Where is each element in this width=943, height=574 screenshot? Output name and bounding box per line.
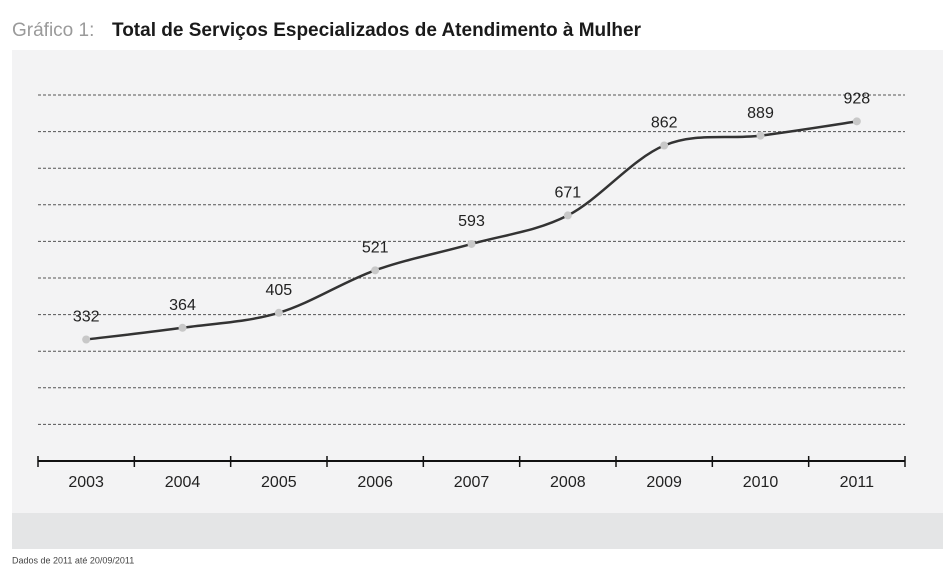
x-tick-label: 2007 [454, 474, 490, 491]
data-label: 521 [362, 240, 389, 257]
point [178, 323, 187, 332]
x-tick-label: 2009 [646, 474, 682, 491]
panel-footer [12, 513, 943, 549]
data-label: 928 [843, 91, 870, 108]
data-label: 889 [747, 105, 774, 122]
point [467, 239, 476, 248]
title-prefix: Gráfico 1: [12, 20, 94, 41]
x-tick-label: 2010 [743, 474, 779, 491]
x-tick-label: 2011 [840, 474, 875, 491]
data-label: 405 [265, 282, 292, 299]
x-tick-label: 2006 [357, 474, 393, 491]
chart-title: Total de Serviços Especializados de Aten… [112, 20, 642, 41]
point [660, 141, 669, 150]
x-tick-label: 2003 [68, 474, 104, 491]
point [852, 117, 861, 126]
plot-panel [12, 50, 943, 515]
x-tick-label: 2004 [165, 474, 201, 491]
data-label: 671 [554, 185, 581, 202]
point [563, 211, 572, 220]
x-tick-label: 2008 [550, 474, 586, 491]
x-tick-label: 2005 [261, 474, 297, 491]
point [371, 266, 380, 275]
footnote: Dados de 2011 até 20/09/2011 [12, 555, 134, 565]
data-label: 862 [651, 115, 678, 132]
point [274, 308, 283, 317]
data-label: 364 [169, 297, 196, 314]
data-label: 593 [458, 213, 485, 230]
data-label: 332 [73, 309, 100, 326]
point [756, 131, 765, 140]
point [82, 335, 91, 344]
